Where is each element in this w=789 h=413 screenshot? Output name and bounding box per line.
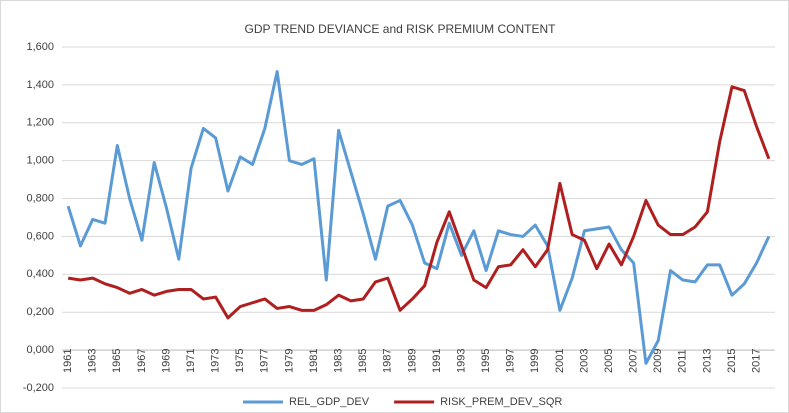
y-tick-label: 1,200 [26,117,54,129]
x-tick-label: 2001 [554,349,566,373]
x-tick-label: 1991 [431,349,443,373]
x-tick-label: 1993 [455,349,467,373]
y-tick-label: 1,400 [26,79,54,91]
x-tick-label: 1997 [505,349,517,373]
y-tick-label: 0,800 [26,192,54,204]
y-tick-label: 0,000 [26,344,54,356]
line-series [66,70,771,365]
x-tick-label: 2017 [750,349,762,373]
x-tick-label: 1999 [529,349,541,373]
x-tick-label: 1975 [234,349,246,373]
x-tick-label: 1965 [111,349,123,373]
x-tick-label: 1977 [259,349,271,373]
x-tick-label: 1961 [62,349,74,373]
x-tick-label: 2015 [726,349,738,373]
x-tick-label: 2011 [677,349,689,373]
x-tick-label: 1969 [160,349,172,373]
x-tick-label: 1971 [185,349,197,373]
y-tick-label: 0,400 [26,268,54,280]
x-tick-label: 1963 [87,349,99,373]
chart-title: GDP TREND DEVIANCE and RISK PREMIUM CONT… [245,22,557,36]
x-tick-label: 1983 [333,349,345,373]
x-tick-label: 1987 [382,349,394,373]
x-tick-label: 2003 [578,349,590,373]
x-tick-label: 2009 [652,349,664,373]
x-tick-label: 1967 [136,349,148,373]
y-tick-label: 0,600 [26,230,54,242]
line-series [67,85,771,320]
x-tick-label: 2013 [701,349,713,373]
x-tick-label: 1989 [406,349,418,373]
x-tick-label: 2005 [603,349,615,373]
y-tick-label: 1,600 [26,41,54,53]
legend-label: REL_GDP_DEV [289,396,370,408]
x-tick-label: 2007 [628,349,640,373]
x-tick-label: 1985 [357,349,369,373]
y-tick-label: 1,000 [26,155,54,167]
legend-label: RISK_PREM_DEV_SQR [440,396,562,408]
x-tick-label: 1973 [210,349,222,373]
x-tick-label: 1981 [308,349,320,373]
y-tick-label: 0,200 [26,306,54,318]
x-tick-label: 1995 [480,349,492,373]
y-tick-label: -0,200 [23,382,54,394]
x-tick-label: 1979 [283,349,295,373]
